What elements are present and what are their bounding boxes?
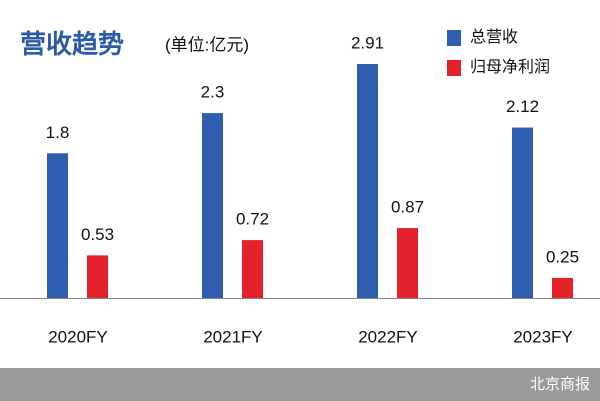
bar xyxy=(552,277,573,298)
x-tick-label: 2023FY xyxy=(513,327,573,346)
bar xyxy=(47,153,68,298)
legend-label: 总营收 xyxy=(470,28,518,46)
x-tick-label: 2020FY xyxy=(48,327,108,346)
value-label: 0.53 xyxy=(81,225,114,244)
legend-swatch xyxy=(447,30,461,46)
bar xyxy=(242,240,263,298)
x-tick-label: 2021FY xyxy=(203,327,263,346)
x-tick-label: 2022FY xyxy=(358,327,418,346)
legend-swatch xyxy=(447,60,461,76)
bar xyxy=(357,64,378,298)
bar xyxy=(512,127,533,298)
chart-subtitle: (单位:亿元) xyxy=(165,35,249,54)
value-label: 0.87 xyxy=(391,198,424,217)
value-label: 0.25 xyxy=(546,247,579,266)
bar xyxy=(397,228,418,298)
value-label: 1.8 xyxy=(46,123,70,142)
bar xyxy=(202,113,223,298)
footer-band xyxy=(0,368,600,401)
legend-label: 归母净利润 xyxy=(470,58,550,76)
source: 北京商报 xyxy=(530,376,590,393)
chart-title: 营收趋势 xyxy=(20,29,124,59)
value-label: 2.12 xyxy=(506,97,539,116)
value-label: 2.91 xyxy=(351,34,384,53)
value-label: 0.72 xyxy=(236,210,269,229)
value-label: 2.3 xyxy=(201,83,225,102)
bar xyxy=(87,255,108,298)
